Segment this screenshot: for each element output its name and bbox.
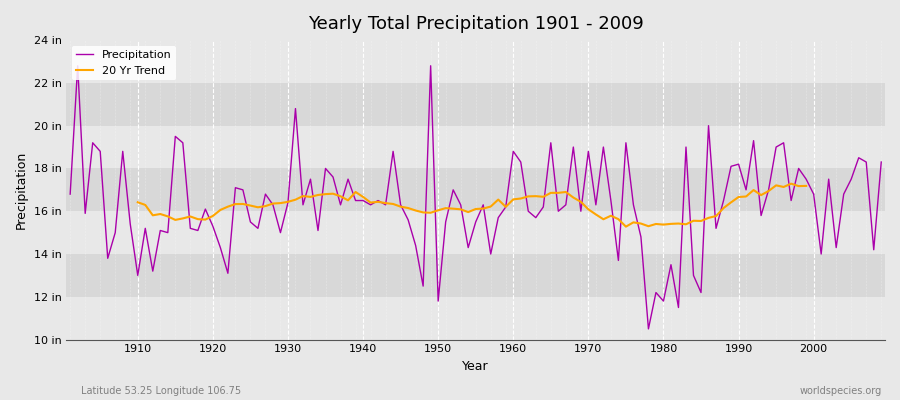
20 Yr Trend	[786, 181, 796, 186]
Bar	[67, 211, 885, 254]
Bar	[67, 168, 885, 211]
Precipitation	[343, 177, 354, 182]
Precipitation	[65, 192, 76, 196]
20 Yr Trend	[598, 217, 608, 222]
20 Yr Trend	[132, 200, 143, 205]
Precipitation	[876, 160, 886, 164]
Precipitation	[516, 160, 526, 164]
Text: worldspecies.org: worldspecies.org	[800, 386, 882, 396]
20 Yr Trend	[222, 204, 233, 209]
Bar	[67, 40, 885, 83]
Title: Yearly Total Precipitation 1901 - 2009: Yearly Total Precipitation 1901 - 2009	[308, 15, 644, 33]
Bar	[67, 254, 885, 297]
Precipitation	[643, 326, 653, 331]
Y-axis label: Precipitation: Precipitation	[15, 151, 28, 229]
20 Yr Trend	[778, 184, 789, 189]
Line: 20 Yr Trend: 20 Yr Trend	[138, 184, 806, 227]
Bar	[67, 126, 885, 168]
20 Yr Trend	[711, 214, 722, 218]
X-axis label: Year: Year	[463, 360, 489, 373]
20 Yr Trend	[801, 184, 812, 188]
Precipitation	[132, 273, 143, 278]
20 Yr Trend	[335, 194, 346, 199]
Text: Latitude 53.25 Longitude 106.75: Latitude 53.25 Longitude 106.75	[81, 386, 241, 396]
20 Yr Trend	[696, 218, 706, 223]
Legend: Precipitation, 20 Yr Trend: Precipitation, 20 Yr Trend	[72, 46, 176, 80]
Precipitation	[72, 63, 83, 68]
20 Yr Trend	[620, 224, 631, 229]
Precipitation	[508, 149, 518, 154]
Precipitation	[606, 198, 616, 203]
Line: Precipitation: Precipitation	[70, 66, 881, 329]
Precipitation	[298, 202, 309, 207]
Bar	[67, 297, 885, 340]
Bar	[67, 83, 885, 126]
